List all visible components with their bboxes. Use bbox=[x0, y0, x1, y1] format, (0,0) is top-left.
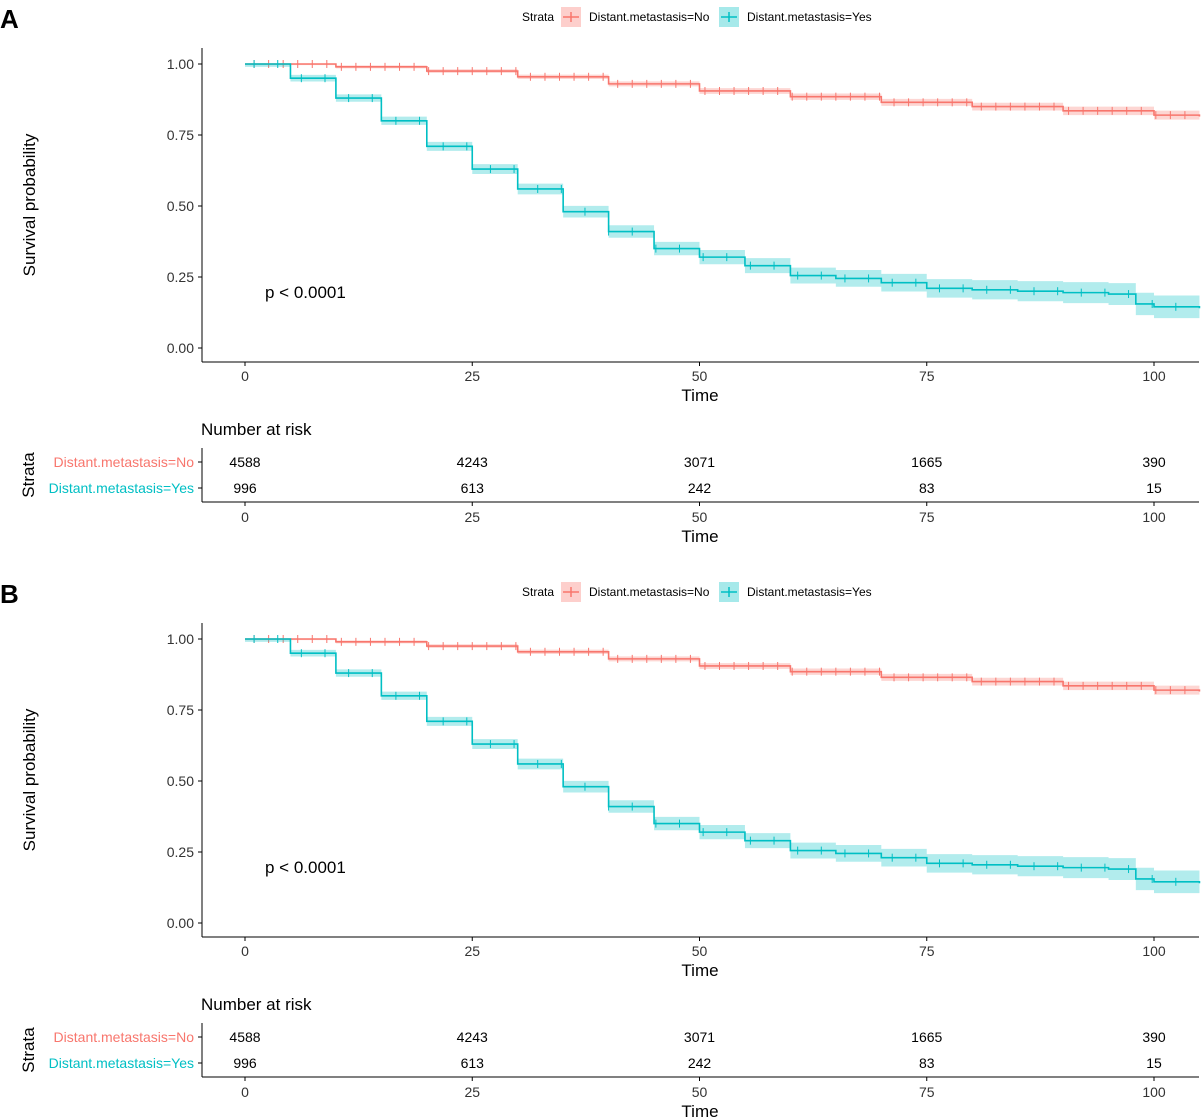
x-tick-label: 25 bbox=[464, 368, 480, 384]
confidence-band-no bbox=[245, 639, 1200, 697]
legend: Strata Distant.metastasis=No Distant.metas… bbox=[522, 7, 872, 27]
legend-title: Strata bbox=[522, 585, 554, 599]
series-no bbox=[245, 60, 1201, 122]
risk-table-title: Number at risk bbox=[201, 995, 312, 1014]
risk-table-strata-label: Strata bbox=[19, 452, 38, 498]
y-tick-label: 0.50 bbox=[167, 773, 194, 789]
risk-table-x-title: Time bbox=[681, 1102, 718, 1117]
risk-count: 1665 bbox=[911, 454, 942, 470]
risk-count: 4243 bbox=[457, 1029, 488, 1045]
risk-row-label-no: Distant.metastasis=No bbox=[54, 454, 195, 470]
survival-line-no bbox=[245, 63, 1201, 117]
survival-line-no bbox=[245, 638, 1201, 692]
x-tick-label: 75 bbox=[919, 943, 935, 959]
series-yes bbox=[245, 635, 1201, 896]
risk-count: 613 bbox=[461, 480, 485, 496]
y-tick-label: 0.75 bbox=[167, 127, 194, 143]
y-tick-label: 0.25 bbox=[167, 269, 194, 285]
risk-table-title: Number at risk bbox=[201, 420, 312, 439]
survival-line-yes bbox=[245, 638, 1201, 884]
p-value-annotation: p < 0.0001 bbox=[265, 858, 346, 877]
risk-count: 4243 bbox=[457, 454, 488, 470]
risk-count: 242 bbox=[688, 480, 712, 496]
risk-count: 4588 bbox=[229, 454, 260, 470]
risk-table-x-title: Time bbox=[681, 527, 718, 546]
risk-count: 83 bbox=[919, 1055, 935, 1071]
confidence-band-yes bbox=[245, 639, 1200, 896]
x-tick-label: 0 bbox=[241, 943, 249, 959]
risk-x-tick-label: 0 bbox=[241, 1084, 249, 1100]
risk-x-tick-label: 50 bbox=[692, 509, 708, 525]
y-axis-title: Survival probability bbox=[20, 133, 39, 276]
risk-row-label-yes: Distant.metastasis=Yes bbox=[49, 1055, 194, 1071]
risk-x-tick-label: 0 bbox=[241, 509, 249, 525]
risk-x-tick-label: 100 bbox=[1142, 1084, 1166, 1100]
y-tick-label: 1.00 bbox=[167, 56, 194, 72]
series-no bbox=[245, 635, 1201, 697]
confidence-band-yes bbox=[245, 64, 1200, 321]
axes: 0.00 0.25 0.50 0.75 1.00 0 25 50 75 100 Time Surviv… bbox=[20, 48, 1199, 405]
survival-line-yes bbox=[245, 63, 1201, 309]
risk-x-tick-label: 25 bbox=[464, 1084, 480, 1100]
panel-b: B Strata Distant.metastasis=No Distant.meta… bbox=[0, 579, 1201, 1117]
y-tick-label: 0.50 bbox=[167, 198, 194, 214]
y-tick-label: 0.00 bbox=[167, 340, 194, 356]
x-tick-label: 100 bbox=[1142, 368, 1166, 384]
x-axis-title: Time bbox=[681, 386, 718, 405]
x-tick-label: 50 bbox=[692, 368, 708, 384]
panel-label-a: A bbox=[0, 4, 19, 34]
x-tick-label: 75 bbox=[919, 368, 935, 384]
risk-count: 3071 bbox=[684, 1029, 715, 1045]
x-tick-label: 50 bbox=[692, 943, 708, 959]
x-tick-label: 25 bbox=[464, 943, 480, 959]
x-tick-label: 100 bbox=[1142, 943, 1166, 959]
x-tick-label: 0 bbox=[241, 368, 249, 384]
risk-x-tick-label: 75 bbox=[919, 1084, 935, 1100]
risk-x-tick-label: 75 bbox=[919, 509, 935, 525]
legend-label-yes: Distant.metastasis=Yes bbox=[747, 10, 872, 24]
legend-label-yes: Distant.metastasis=Yes bbox=[747, 585, 872, 599]
risk-count: 15 bbox=[1146, 1055, 1162, 1071]
risk-row-label-yes: Distant.metastasis=Yes bbox=[49, 480, 194, 496]
risk-count: 15 bbox=[1146, 480, 1162, 496]
y-tick-label: 0.25 bbox=[167, 844, 194, 860]
risk-table: Number at risk Strata Distant.metastasis=N… bbox=[19, 995, 1199, 1117]
risk-count: 242 bbox=[688, 1055, 712, 1071]
risk-count: 3071 bbox=[684, 454, 715, 470]
axes: 0.00 0.25 0.50 0.75 1.00 0 25 50 75 100 Time Surviv… bbox=[20, 623, 1199, 980]
risk-x-tick-label: 50 bbox=[692, 1084, 708, 1100]
series-yes bbox=[245, 60, 1201, 321]
panel-a: A Strata Distant.metastasis=No Distant.meta… bbox=[0, 4, 1201, 546]
risk-table: Number at risk Strata Distant.metastasis=N… bbox=[19, 420, 1199, 546]
legend-title: Strata bbox=[522, 10, 554, 24]
y-axis-title: Survival probability bbox=[20, 708, 39, 851]
risk-count: 996 bbox=[233, 1055, 257, 1071]
p-value-annotation: p < 0.0001 bbox=[265, 283, 346, 302]
risk-count: 390 bbox=[1142, 454, 1166, 470]
y-tick-label: 1.00 bbox=[167, 631, 194, 647]
risk-count: 83 bbox=[919, 480, 935, 496]
confidence-band-no bbox=[245, 64, 1200, 122]
risk-count: 1665 bbox=[911, 1029, 942, 1045]
risk-row-label-no: Distant.metastasis=No bbox=[54, 1029, 195, 1045]
y-tick-label: 0.00 bbox=[167, 915, 194, 931]
risk-count: 996 bbox=[233, 480, 257, 496]
legend: Strata Distant.metastasis=No Distant.metas… bbox=[522, 582, 872, 602]
risk-count: 390 bbox=[1142, 1029, 1166, 1045]
y-tick-label: 0.75 bbox=[167, 702, 194, 718]
legend-label-no: Distant.metastasis=No bbox=[589, 10, 710, 24]
risk-x-tick-label: 100 bbox=[1142, 509, 1166, 525]
panel-label-b: B bbox=[0, 579, 19, 609]
risk-x-tick-label: 25 bbox=[464, 509, 480, 525]
risk-count: 613 bbox=[461, 1055, 485, 1071]
x-axis-title: Time bbox=[681, 961, 718, 980]
risk-table-strata-label: Strata bbox=[19, 1027, 38, 1073]
risk-count: 4588 bbox=[229, 1029, 260, 1045]
legend-label-no: Distant.metastasis=No bbox=[589, 585, 710, 599]
